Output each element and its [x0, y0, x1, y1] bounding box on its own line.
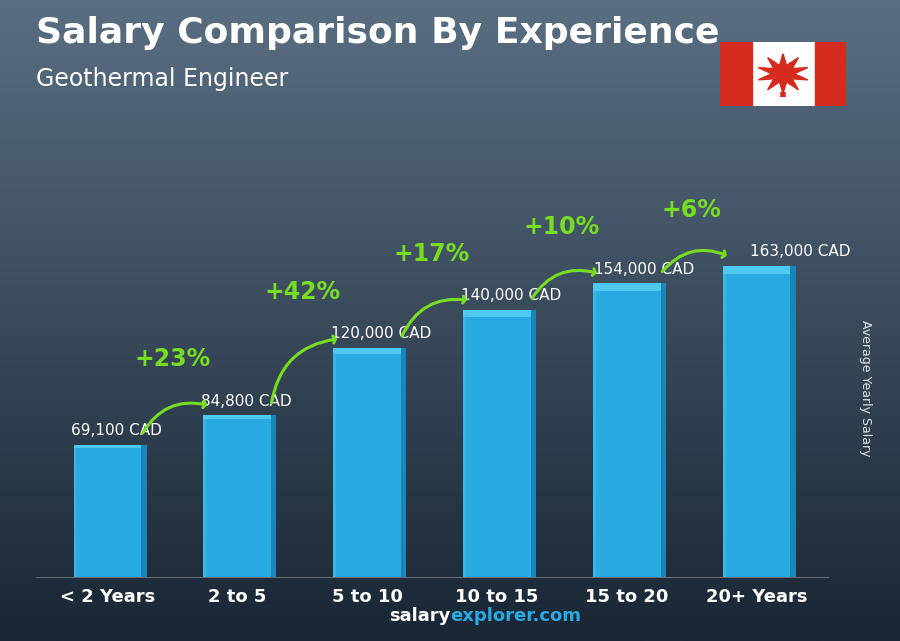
- Bar: [74, 445, 141, 577]
- Text: +6%: +6%: [662, 198, 722, 222]
- Bar: [593, 283, 596, 577]
- Text: +42%: +42%: [264, 280, 340, 304]
- Polygon shape: [790, 266, 796, 577]
- Text: 120,000 CAD: 120,000 CAD: [330, 326, 431, 342]
- Text: 140,000 CAD: 140,000 CAD: [461, 288, 561, 303]
- FancyBboxPatch shape: [718, 40, 848, 107]
- Bar: [203, 415, 206, 577]
- Polygon shape: [661, 283, 666, 577]
- Text: salary: salary: [389, 607, 450, 625]
- Polygon shape: [400, 348, 406, 577]
- Polygon shape: [271, 415, 276, 577]
- Bar: [333, 348, 400, 577]
- Text: 163,000 CAD: 163,000 CAD: [750, 244, 850, 260]
- Bar: [333, 348, 336, 577]
- Text: explorer.com: explorer.com: [450, 607, 581, 625]
- Text: +17%: +17%: [394, 242, 470, 266]
- Polygon shape: [531, 310, 536, 577]
- Text: Geothermal Engineer: Geothermal Engineer: [36, 67, 288, 91]
- Bar: [593, 283, 661, 290]
- Text: 154,000 CAD: 154,000 CAD: [594, 262, 695, 277]
- Text: Salary Comparison By Experience: Salary Comparison By Experience: [36, 16, 719, 50]
- Bar: [720, 42, 751, 106]
- Bar: [464, 310, 531, 577]
- Bar: [203, 415, 271, 419]
- Bar: [723, 266, 725, 577]
- Text: 84,800 CAD: 84,800 CAD: [201, 394, 292, 408]
- Bar: [723, 266, 790, 577]
- Text: 69,100 CAD: 69,100 CAD: [71, 424, 162, 438]
- Bar: [593, 283, 661, 577]
- Polygon shape: [141, 445, 147, 577]
- Polygon shape: [758, 54, 808, 94]
- Bar: [464, 310, 531, 317]
- Text: +23%: +23%: [134, 347, 211, 371]
- Bar: [74, 445, 76, 577]
- Bar: [203, 415, 271, 577]
- Bar: [464, 310, 466, 577]
- Text: +10%: +10%: [524, 215, 600, 240]
- Text: Average Yearly Salary: Average Yearly Salary: [860, 320, 872, 456]
- Bar: [74, 445, 141, 449]
- Bar: [723, 266, 790, 274]
- Bar: [333, 348, 400, 354]
- Bar: [814, 42, 846, 106]
